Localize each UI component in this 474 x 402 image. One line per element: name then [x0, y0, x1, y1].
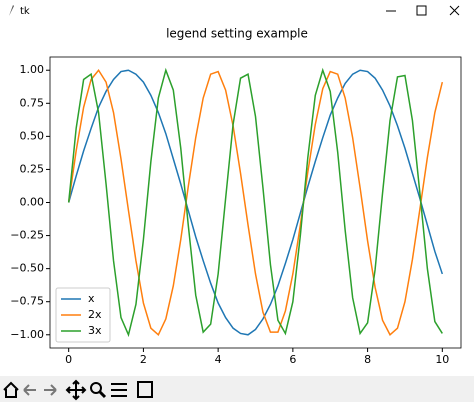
toolbar	[3, 379, 153, 401]
legend: x 2x 3x	[55, 287, 111, 343]
y-tick-label: 0.75	[20, 96, 45, 109]
maximize-button[interactable]	[416, 5, 427, 16]
y-tick-label: −0.25	[10, 229, 44, 242]
legend-label: x	[88, 292, 95, 305]
chart-title: legend setting example	[166, 27, 308, 41]
zoom-handle	[98, 390, 107, 399]
x-tick-label: 2	[140, 353, 147, 366]
legend-label: 2x	[88, 308, 102, 321]
series-line	[67, 67, 443, 338]
x-tick-label: 8	[364, 353, 371, 366]
y-tick-label: 0.50	[20, 129, 45, 142]
app-icon	[9, 5, 14, 16]
y-tick-label: −1.00	[10, 328, 44, 341]
legend-box	[55, 287, 111, 343]
series-line	[67, 68, 444, 336]
home-button[interactable]	[3, 381, 19, 398]
title-bar	[0, 0, 474, 22]
forward-button[interactable]	[44, 384, 57, 396]
x-tick-label: 6	[289, 353, 296, 366]
pan-button[interactable]	[65, 379, 87, 401]
plot: 0 2 4 6 8 10 −1.00 −0.75 −0.50 −0.25 0.00 0.25 0.50 0…	[10, 56, 462, 366]
back-button[interactable]	[23, 384, 36, 396]
y-tick-label: −0.50	[10, 262, 44, 275]
series-line	[67, 69, 444, 336]
y-tick-label: 0.00	[20, 196, 45, 209]
save-button[interactable]	[137, 381, 153, 398]
x-tick-label: 10	[435, 353, 449, 366]
y-tick-label: −0.75	[10, 295, 44, 308]
y-tick-label: 1.00	[20, 63, 45, 76]
y-tick-label: 0.25	[20, 162, 45, 175]
legend-label: 3x	[88, 324, 102, 337]
x-tick-label: 4	[215, 353, 222, 366]
x-tick-label: 0	[65, 353, 72, 366]
close-button[interactable]	[449, 5, 460, 16]
window-title: tk	[20, 6, 30, 17]
configure-button[interactable]	[111, 383, 127, 397]
zoom-button[interactable]	[90, 382, 102, 394]
